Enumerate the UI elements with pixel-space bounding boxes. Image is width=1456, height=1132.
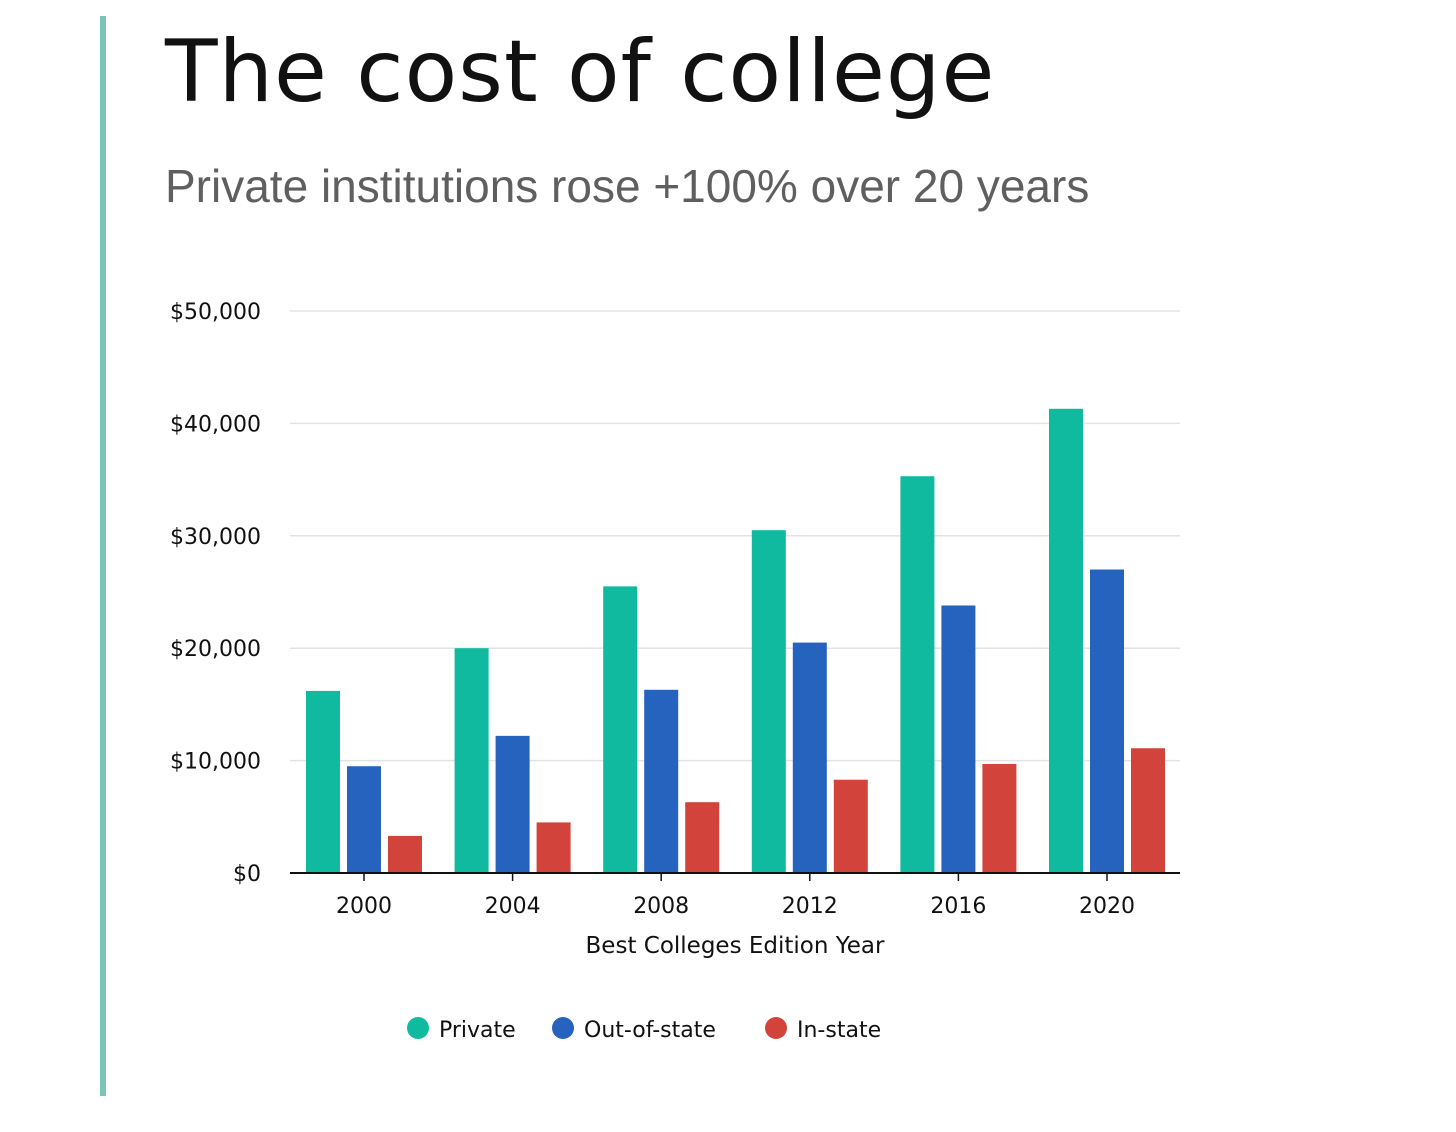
legend-swatch-out-of-state: [552, 1017, 574, 1039]
x-tick-label: 2004: [485, 894, 541, 919]
x-tick-label: 2012: [782, 894, 838, 919]
bar-out-of-state-2008: [644, 689, 679, 873]
y-tick-label: $10,000: [170, 750, 261, 775]
bar-out-of-state-2016: [941, 605, 976, 873]
x-tick-label: 2020: [1079, 894, 1135, 919]
bar-out-of-state-2000: [347, 766, 381, 873]
x-tick-label: 2000: [336, 894, 392, 919]
y-tick-label: $0: [233, 862, 261, 887]
gridlines: [290, 310, 1180, 762]
bar-private-2000: [306, 690, 340, 873]
legend-swatch-in-state: [765, 1017, 787, 1039]
y-tick-label: $40,000: [170, 412, 261, 437]
chart-title: The cost of college: [165, 22, 996, 122]
legend-swatch-private: [407, 1017, 429, 1039]
y-tick-label: $50,000: [170, 300, 261, 325]
bar-out-of-state-2020: [1090, 569, 1124, 873]
legend-label: Out-of-state: [584, 1018, 716, 1043]
bar-in-state-2020: [1131, 748, 1165, 873]
bar-in-state-2016: [982, 763, 1017, 873]
chart-subtitle: Private institutions rose +100% over 20 …: [165, 160, 1090, 212]
bar-private-2004: [454, 648, 489, 873]
x-axis-title: Best Colleges Edition Year: [586, 933, 885, 959]
x-tick-label: 2016: [930, 894, 986, 919]
x-axis: 2000 2004 2008 2012 2016 2020: [290, 872, 1180, 919]
bar-in-state-2008: [685, 802, 720, 873]
bars: [306, 408, 1165, 873]
accent-bar: [100, 16, 106, 1096]
y-axis-ticks: $0 $10,000 $20,000 $30,000 $40,000 $50,000: [170, 300, 261, 887]
legend-label: In-state: [797, 1018, 881, 1043]
bar-in-state-2012: [833, 779, 868, 873]
bar-private-2012: [751, 530, 786, 873]
bar-private-2008: [603, 586, 638, 873]
bar-out-of-state-2012: [792, 642, 827, 873]
y-tick-label: $30,000: [170, 525, 261, 550]
bar-private-2020: [1049, 408, 1083, 873]
bar-out-of-state-2004: [495, 735, 530, 873]
bar-in-state-2000: [388, 835, 422, 873]
bar-in-state-2004: [536, 822, 571, 873]
legend: Private Out-of-state In-state: [407, 1017, 881, 1043]
bar-private-2016: [900, 476, 935, 873]
x-tick-label: 2008: [633, 894, 689, 919]
y-tick-label: $20,000: [170, 637, 261, 662]
legend-label: Private: [439, 1018, 516, 1043]
